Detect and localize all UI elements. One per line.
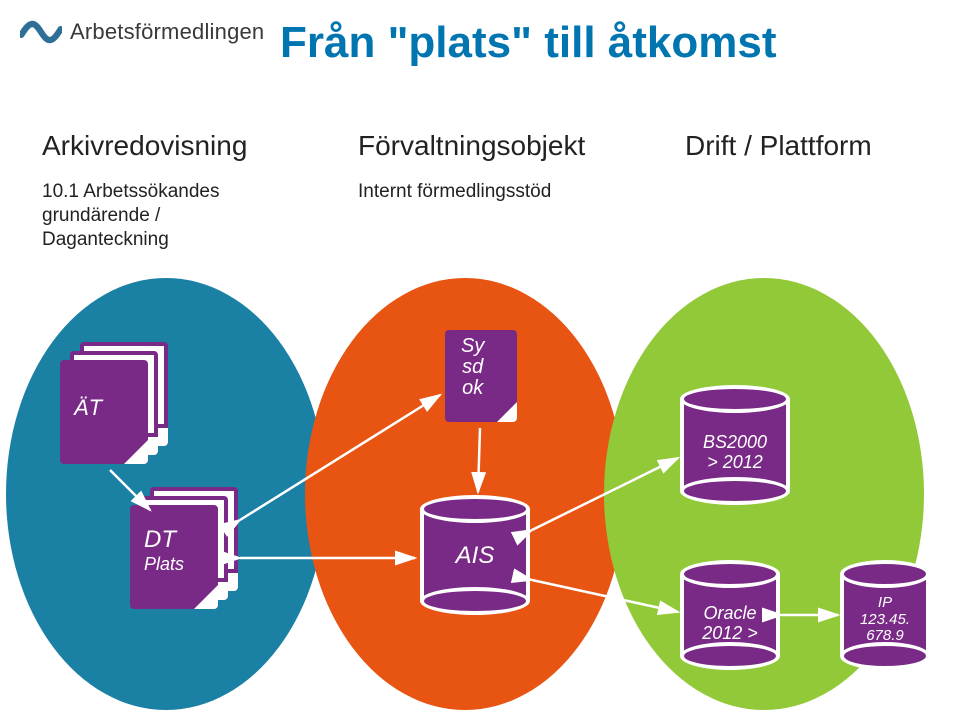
- col2-sub: Internt förmedlingsstöd: [358, 180, 598, 204]
- node-ip-l1: IP: [878, 594, 892, 611]
- node-sysdok-l1: Sy: [461, 335, 484, 357]
- node-dt-label: DT: [144, 527, 176, 552]
- node-oracle-l1: Oracle: [703, 603, 756, 623]
- col2-heading: Förvaltningsobjekt: [358, 130, 585, 162]
- node-ais: AIS: [420, 495, 530, 615]
- node-dt-sublabel: Plats: [144, 555, 184, 574]
- brand-logo: Arbetsförmedlingen: [20, 18, 264, 46]
- col1-sub: 10.1 Arbetssökandes grundärende / Dagant…: [42, 180, 282, 251]
- page-title: Från "plats" till åtkomst: [280, 18, 776, 68]
- node-sysdok-l2: sd: [462, 356, 483, 378]
- wave-icon: [20, 18, 62, 46]
- node-at-label: ÄT: [74, 396, 102, 419]
- node-bs2000-l1: BS2000: [703, 432, 767, 452]
- node-bs2000: BS2000 > 2012: [680, 385, 790, 505]
- node-bs2000-l2: > 2012: [707, 452, 763, 472]
- col1-heading: Arkivredovisning: [42, 130, 247, 162]
- brand-name: Arbetsförmedlingen: [70, 19, 264, 45]
- node-ip: IP 123.45. 678.9: [840, 560, 930, 670]
- node-oracle-l2: 2012 >: [702, 623, 758, 643]
- col3-heading: Drift / Plattform: [685, 130, 872, 162]
- node-ip-l2: 123.45.: [860, 611, 910, 628]
- node-ip-l3: 678.9: [866, 627, 904, 644]
- node-sysdok-l3: ok: [462, 377, 483, 399]
- node-oracle: Oracle 2012 >: [680, 560, 780, 670]
- node-ais-label: AIS: [420, 543, 530, 569]
